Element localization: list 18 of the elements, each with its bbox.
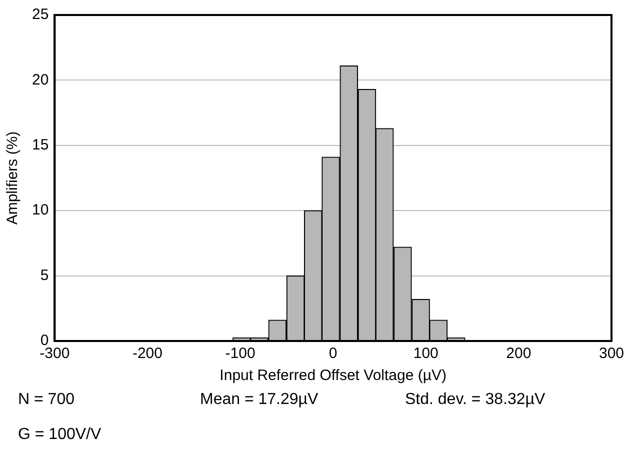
x-tick-label: 0 bbox=[328, 345, 338, 362]
y-tick-label: 10 bbox=[32, 202, 49, 219]
y-tick-label: 5 bbox=[40, 266, 49, 284]
x-tick-label: -100 bbox=[225, 345, 256, 362]
x-tick-label: 200 bbox=[506, 345, 532, 362]
x-tick-label: -200 bbox=[132, 345, 162, 362]
text: N = 700 bbox=[18, 391, 74, 409]
y-tick-label: 25 bbox=[32, 6, 49, 24]
y-tick-label: 15 bbox=[32, 136, 49, 154]
y-tick-label: 20 bbox=[32, 71, 49, 88]
x-axis-title: Input Referred Offset Voltage (µV) bbox=[220, 367, 446, 384]
text: G = 100V/V bbox=[18, 426, 102, 444]
text: Std. dev. = 38.32µV bbox=[405, 391, 546, 409]
y-axis-title: Amplifiers (%) bbox=[4, 131, 22, 225]
x-tick-label: 100 bbox=[413, 345, 438, 362]
text: Mean = 17.29µV bbox=[200, 391, 318, 409]
x-tick-label: 300 bbox=[598, 345, 624, 362]
x-tick-label: -300 bbox=[40, 345, 70, 362]
